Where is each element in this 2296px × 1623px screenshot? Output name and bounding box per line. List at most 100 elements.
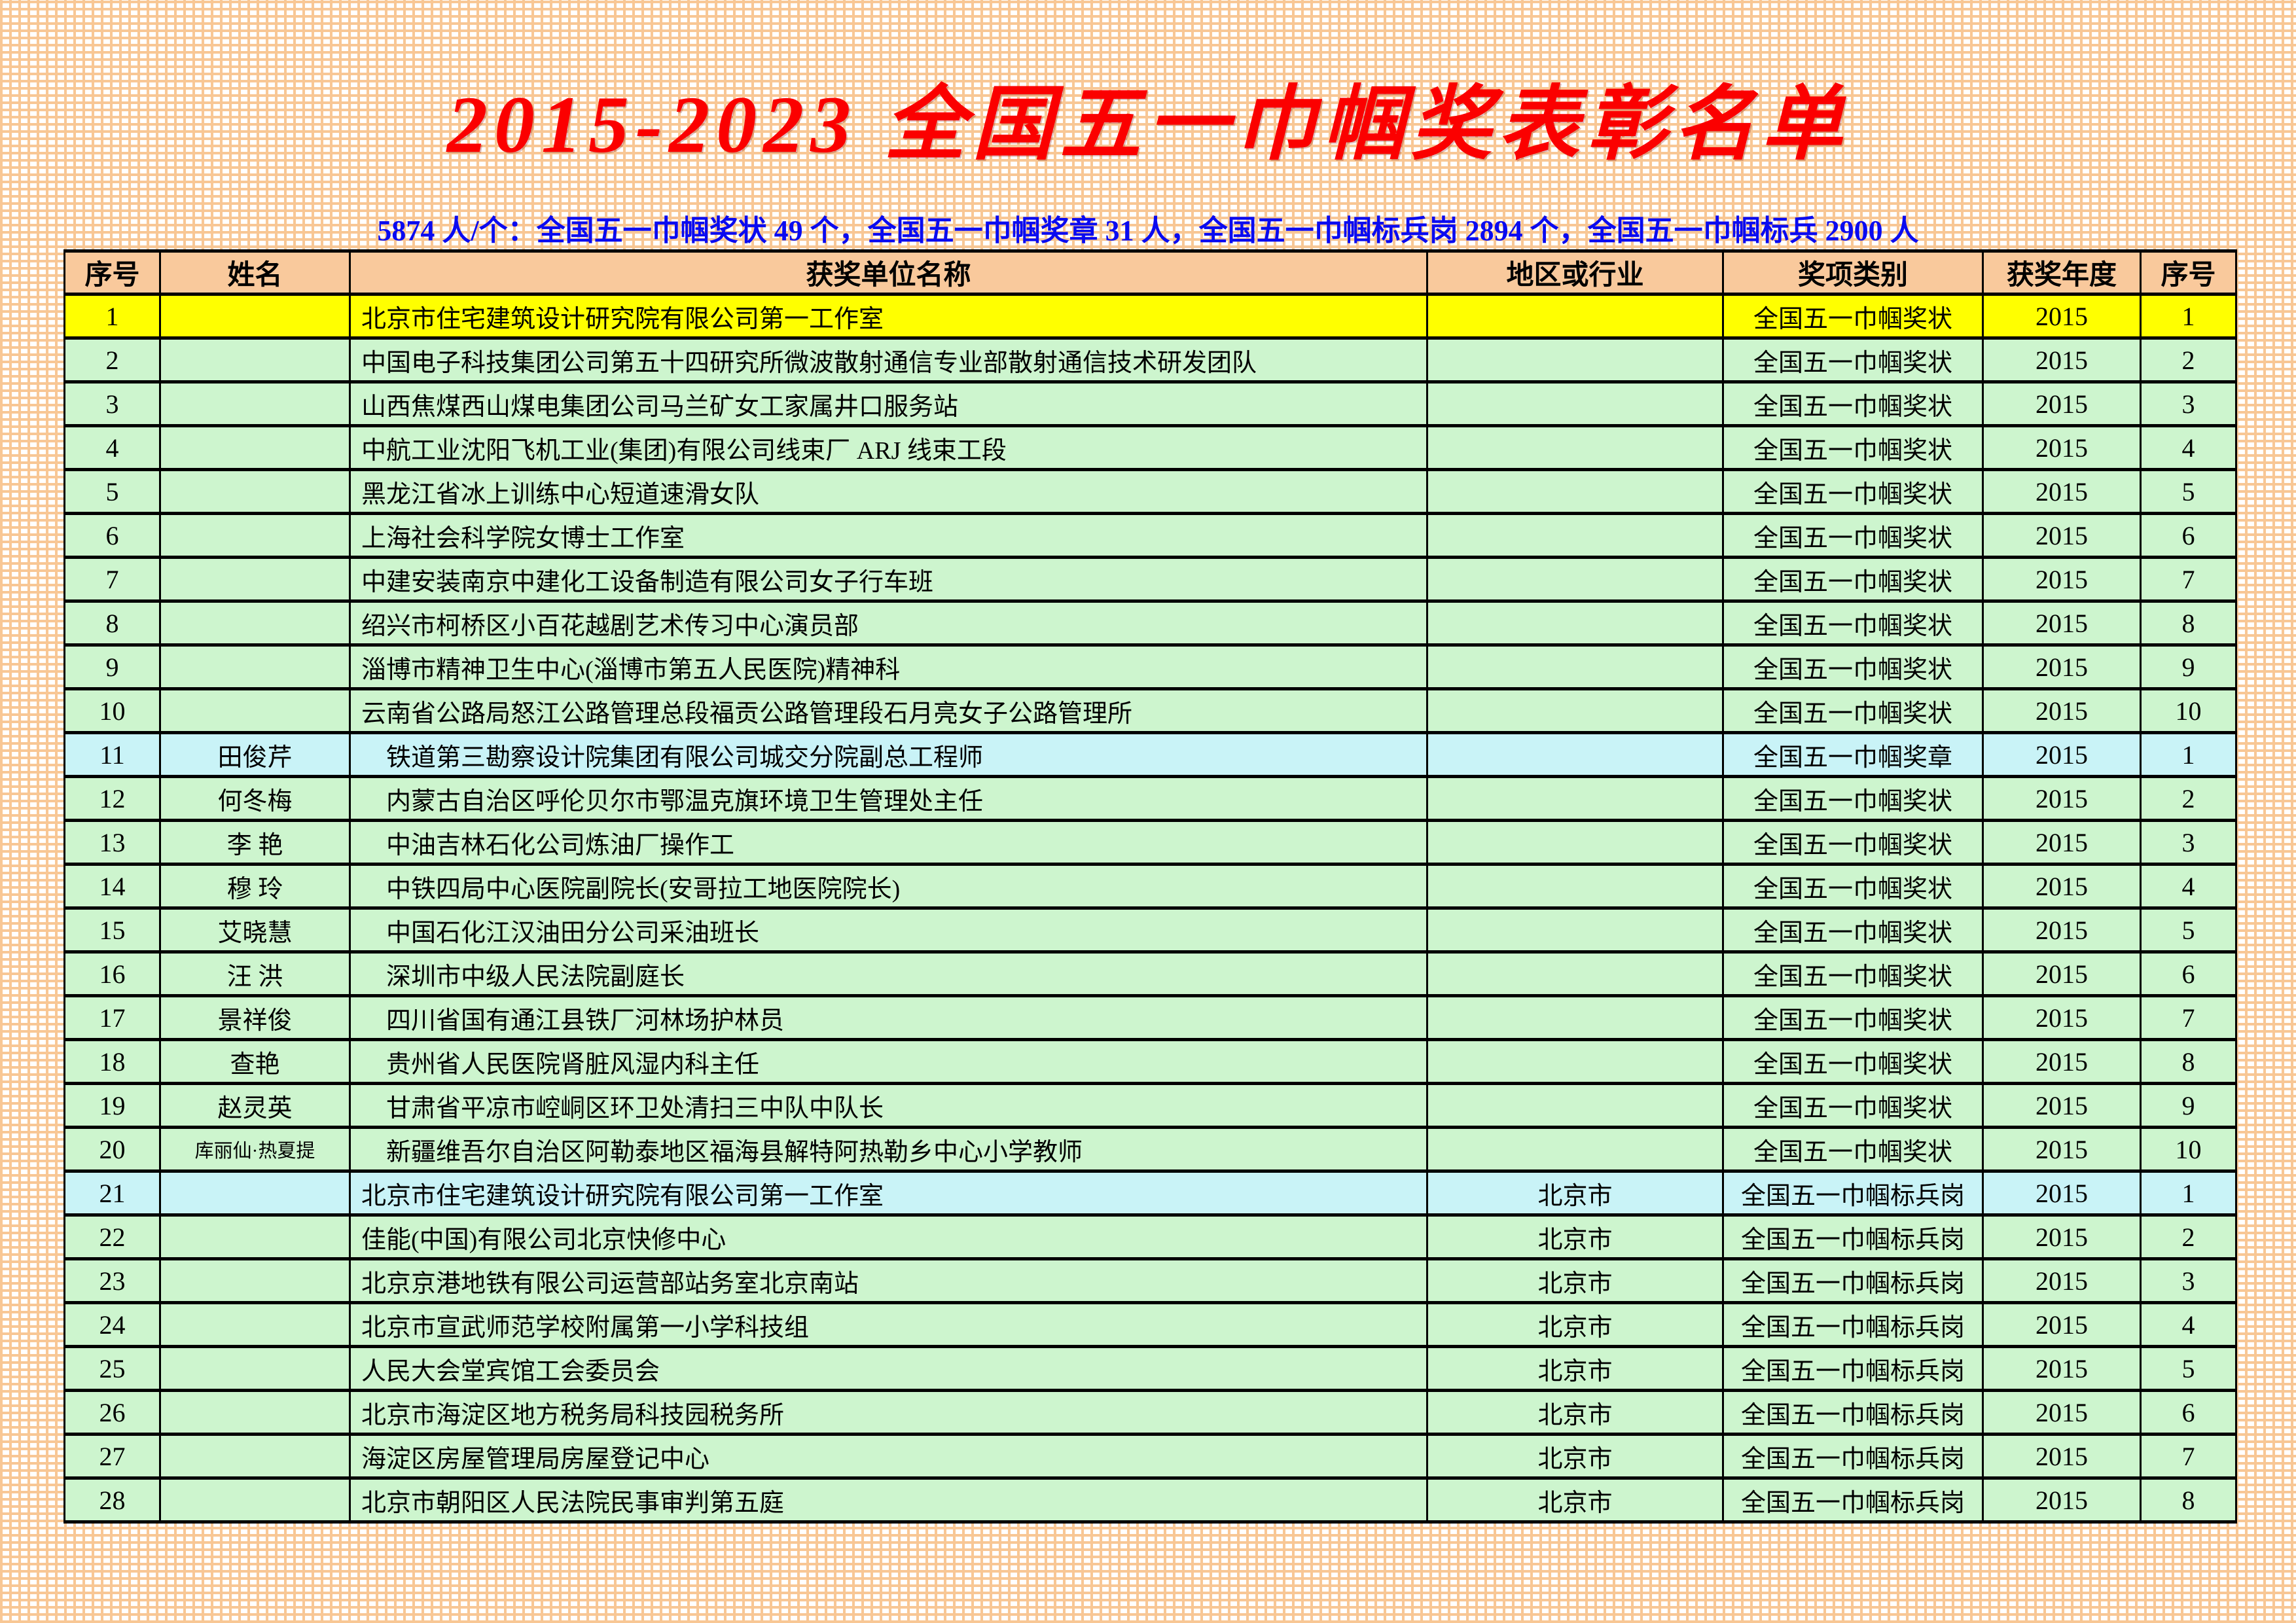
cell-unit: 北京市海淀区地方税务局科技园税务所 [349, 1389, 1428, 1436]
cell-unit: 新疆维吾尔自治区阿勒泰地区福海县解特阿热勒乡中心小学教师 [349, 1126, 1428, 1173]
cell-no: 10 [63, 687, 161, 734]
column-header: 获奖年度 [1982, 249, 2142, 296]
cell-unit: 贵州省人民医院肾脏风湿内科主任 [349, 1038, 1428, 1085]
cell-name [159, 468, 351, 515]
cell-region [1426, 336, 1724, 383]
cell-name: 何冬梅 [159, 775, 351, 822]
cell-no: 23 [63, 1257, 161, 1304]
cell-unit: 北京市住宅建筑设计研究院有限公司第一工作室 [349, 1169, 1428, 1217]
cell-year: 2015 [1982, 687, 2142, 734]
cell-category: 全国五一巾帼奖状 [1722, 380, 1984, 427]
page-title: 2015-2023 全国五一巾帼奖表彰名单 [446, 80, 1850, 169]
cell-unit: 黑龙江省冰上训练中心短道速滑女队 [349, 468, 1428, 515]
table-row: 11 田俊芹 铁道第三勘察设计院集团有限公司城交分院副总工程师 全国五一巾帼奖章 20… [63, 731, 2237, 778]
cell-no2: 8 [2140, 599, 2237, 647]
cell-category: 全国五一巾帼奖状 [1722, 424, 1984, 471]
cell-no2: 7 [2140, 556, 2237, 603]
cell-no: 6 [63, 512, 161, 559]
cell-region [1426, 424, 1724, 471]
table-row: 21 北京市住宅建筑设计研究院有限公司第一工作室 北京市 全国五一巾帼标兵岗 2015 1 [63, 1169, 2237, 1217]
cell-year: 2015 [1982, 468, 2142, 515]
cell-name [159, 1301, 351, 1348]
cell-no: 26 [63, 1389, 161, 1436]
table-row: 4 中航工业沈阳飞机工业(集团)有限公司线束厂 ARJ 线束工段 全国五一巾帼奖状 2… [63, 424, 2237, 471]
cell-year: 2015 [1982, 731, 2142, 778]
cell-name: 赵灵英 [159, 1082, 351, 1129]
cell-unit: 中建安装南京中建化工设备制造有限公司女子行车班 [349, 556, 1428, 603]
cell-year: 2015 [1982, 1433, 2142, 1480]
column-header: 序号 [63, 249, 161, 296]
cell-year: 2015 [1982, 424, 2142, 471]
cell-name: 景祥俊 [159, 994, 351, 1041]
cell-region [1426, 687, 1724, 734]
cell-no: 2 [63, 336, 161, 383]
cell-no2: 10 [2140, 687, 2237, 734]
cell-no2: 6 [2140, 950, 2237, 997]
cell-name: 汪 洪 [159, 950, 351, 997]
cell-category: 全国五一巾帼标兵岗 [1722, 1433, 1984, 1480]
cell-no2: 1 [2140, 1169, 2237, 1217]
cell-no2: 2 [2140, 336, 2237, 383]
cell-year: 2015 [1982, 906, 2142, 954]
cell-name [159, 380, 351, 427]
column-header: 序号 [2140, 249, 2237, 296]
cell-region [1426, 863, 1724, 910]
cell-unit: 甘肃省平凉市崆峒区环卫处清扫三中队中队长 [349, 1082, 1428, 1129]
cell-category: 全国五一巾帼奖状 [1722, 687, 1984, 734]
cell-region: 北京市 [1426, 1433, 1724, 1480]
cell-no: 14 [63, 863, 161, 910]
cell-name [159, 1257, 351, 1304]
cell-no2: 4 [2140, 863, 2237, 910]
cell-name: 库丽仙·热夏提 [159, 1126, 351, 1173]
cell-category: 全国五一巾帼奖状 [1722, 599, 1984, 647]
cell-no2: 3 [2140, 819, 2237, 866]
cell-no: 4 [63, 424, 161, 471]
cell-no: 22 [63, 1213, 161, 1260]
cell-year: 2015 [1982, 512, 2142, 559]
cell-region [1426, 380, 1724, 427]
cell-category: 全国五一巾帼标兵岗 [1722, 1345, 1984, 1392]
cell-no2: 3 [2140, 1257, 2237, 1304]
cell-no: 27 [63, 1433, 161, 1480]
cell-region [1426, 819, 1724, 866]
cell-region [1426, 950, 1724, 997]
cell-unit: 北京市住宅建筑设计研究院有限公司第一工作室 [349, 293, 1428, 340]
cell-unit: 中国石化江汉油田分公司采油班长 [349, 906, 1428, 954]
cell-category: 全国五一巾帼奖状 [1722, 950, 1984, 997]
table-row: 10 云南省公路局怒江公路管理总段福贡公路管理段石月亮女子公路管理所 全国五一巾帼奖… [63, 687, 2237, 734]
cell-no: 15 [63, 906, 161, 954]
cell-unit: 山西焦煤西山煤电集团公司马兰矿女工家属井口服务站 [349, 380, 1428, 427]
cell-unit: 北京京港地铁有限公司运营部站务室北京南站 [349, 1257, 1428, 1304]
cell-unit: 中铁四局中心医院副院长(安哥拉工地医院院长) [349, 863, 1428, 910]
cell-year: 2015 [1982, 1345, 2142, 1392]
page-subtitle: 5874 人/个：全国五一巾帼奖状 49 个，全国五一巾帼奖章 31 人，全国五… [377, 215, 1919, 247]
cell-unit: 深圳市中级人民法院副庭长 [349, 950, 1428, 997]
cell-year: 2015 [1982, 643, 2142, 690]
cell-unit: 北京市宣武师范学校附属第一小学科技组 [349, 1301, 1428, 1348]
cell-no: 17 [63, 994, 161, 1041]
cell-no2: 7 [2140, 1433, 2237, 1480]
table-row: 3 山西焦煤西山煤电集团公司马兰矿女工家属井口服务站 全国五一巾帼奖状 2015 3 [63, 380, 2237, 427]
cell-category: 全国五一巾帼奖状 [1722, 556, 1984, 603]
cell-name: 田俊芹 [159, 731, 351, 778]
cell-no2: 6 [2140, 512, 2237, 559]
cell-name [159, 1476, 351, 1524]
cell-name [159, 599, 351, 647]
cell-year: 2015 [1982, 293, 2142, 340]
cell-no: 28 [63, 1476, 161, 1524]
cell-no2: 6 [2140, 1389, 2237, 1436]
cell-region [1426, 1038, 1724, 1085]
cell-no2: 7 [2140, 994, 2237, 1041]
cell-category: 全国五一巾帼奖状 [1722, 293, 1984, 340]
table-row: 17 景祥俊 四川省国有通江县铁厂河林场护林员 全国五一巾帼奖状 2015 7 [63, 994, 2237, 1041]
cell-year: 2015 [1982, 994, 2142, 1041]
cell-no2: 1 [2140, 731, 2237, 778]
cell-unit: 海淀区房屋管理局房屋登记中心 [349, 1433, 1428, 1480]
cell-no2: 5 [2140, 1345, 2237, 1392]
cell-year: 2015 [1982, 950, 2142, 997]
table-row: 28 北京市朝阳区人民法院民事审判第五庭 北京市 全国五一巾帼标兵岗 2015 8 [63, 1476, 2237, 1524]
column-header: 获奖单位名称 [349, 249, 1428, 296]
cell-region [1426, 775, 1724, 822]
cell-category: 全国五一巾帼奖状 [1722, 775, 1984, 822]
cell-name [159, 643, 351, 690]
